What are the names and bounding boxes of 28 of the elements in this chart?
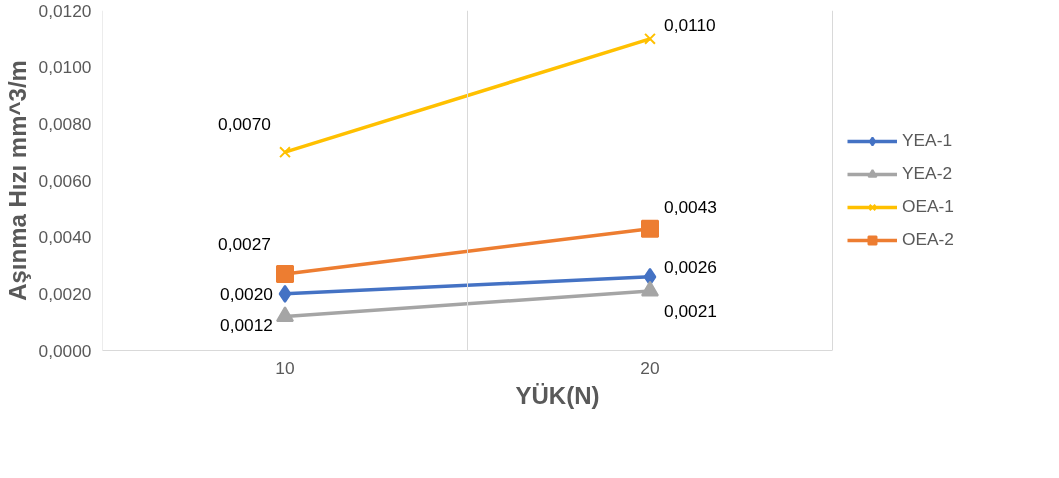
y-tick-label: 0,0000	[38, 340, 92, 361]
data-label: 0,0020	[220, 283, 273, 304]
data-label: 0,0026	[664, 256, 717, 277]
data-label: 0,0070	[218, 114, 271, 135]
x-tick-label: 20	[640, 357, 660, 378]
y-tick-label: 0,0100	[38, 57, 92, 78]
data-label: 0,0043	[664, 196, 717, 217]
y-tick-label: 0,0120	[38, 0, 92, 21]
x-axis-title: YÜK(N)	[515, 381, 600, 409]
point	[278, 284, 292, 303]
y-tick-label: 0,0040	[38, 227, 92, 248]
data-label: 0,0021	[664, 301, 717, 321]
y-tick-label: 0,0080	[38, 113, 92, 134]
legend-label: YEA-2	[902, 163, 953, 184]
legend-label: YEA-1	[902, 130, 953, 151]
y-tick-label: 0,0020	[38, 283, 92, 304]
legend-label: OEA-1	[902, 196, 955, 217]
x-tick-label: 10	[275, 357, 295, 378]
data-label: 0,0110	[664, 14, 716, 35]
point	[641, 219, 659, 238]
y-axis-title: Aşınma Hızı mm^3/m	[3, 60, 31, 301]
legend-label: OEA-2	[902, 229, 955, 250]
point	[276, 265, 294, 283]
data-label: 0,0012	[220, 314, 273, 335]
y-tick-label: 0,0060	[38, 170, 92, 191]
point	[279, 146, 291, 159]
data-label: 0,0027	[218, 234, 271, 254]
point	[644, 32, 656, 45]
